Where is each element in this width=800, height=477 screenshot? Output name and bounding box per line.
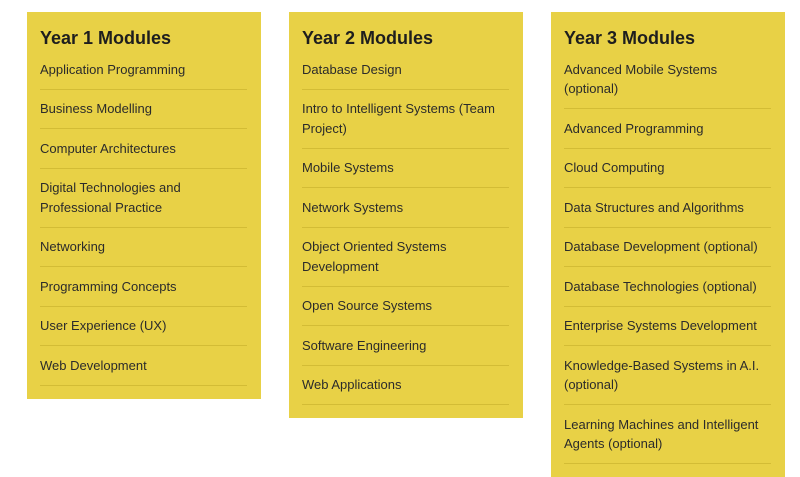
page: Year 1 Modules Application Programming Bus…: [27, 12, 785, 477]
module-item: Learning Machines and Intelligent Agents…: [564, 405, 771, 464]
module-item: Open Source Systems: [302, 287, 509, 326]
card-title: Year 3 Modules: [564, 28, 696, 48]
card-title: Year 1 Modules: [40, 28, 172, 48]
module-item: Networking: [40, 228, 247, 267]
module-item: Database Development (optional): [564, 228, 771, 267]
module-list: Application Programming Business Modellin…: [40, 50, 247, 386]
module-card: Year 3 Modules Advanced Mobile Systems (o…: [551, 12, 785, 477]
module-item: Advanced Mobile Systems (optional): [564, 50, 771, 109]
module-item: Advanced Programming: [564, 109, 771, 149]
module-item: User Experience (UX): [40, 307, 247, 346]
module-item: Programming Concepts: [40, 267, 247, 307]
module-card: Year 1 Modules Application Programming Bus…: [27, 12, 261, 399]
module-item: Digital Technologies and Professional Pr…: [40, 169, 247, 228]
module-item: Database Design: [302, 50, 509, 90]
module-item: Enterprise Systems Development: [564, 307, 771, 346]
module-list: Advanced Mobile Systems (optional) Advanc…: [564, 50, 771, 464]
module-item: Network Systems: [302, 188, 509, 228]
module-item: Intro to Intelligent Systems (Team Proje…: [302, 90, 509, 149]
module-item: Web Applications: [302, 366, 509, 405]
module-item: Software Engineering: [302, 326, 509, 366]
card-title: Year 2 Modules: [302, 28, 434, 48]
module-item: Knowledge-Based Systems in A.I. (optiona…: [564, 346, 771, 405]
module-card: Year 2 Modules Database Design Intro to In…: [289, 12, 523, 418]
module-item: Object Oriented Systems Development: [302, 228, 509, 287]
module-item: Business Modelling: [40, 90, 247, 129]
module-item: Application Programming: [40, 50, 247, 90]
module-item: Cloud Computing: [564, 149, 771, 188]
module-item: Database Technologies (optional): [564, 267, 771, 307]
module-item: Data Structures and Algorithms: [564, 188, 771, 228]
module-item: Web Development: [40, 346, 247, 386]
module-list: Database Design Intro to Intelligent Syst…: [302, 50, 509, 405]
module-item: Computer Architectures: [40, 129, 247, 169]
module-item: Mobile Systems: [302, 149, 509, 188]
